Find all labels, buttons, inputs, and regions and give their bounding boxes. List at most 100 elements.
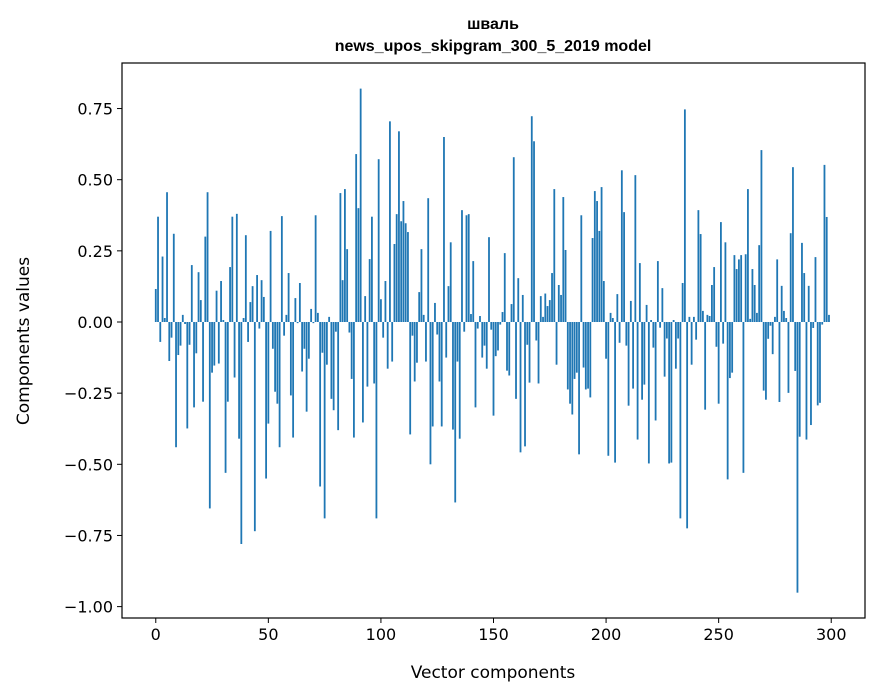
bar-220 — [650, 320, 653, 322]
bar-54 — [276, 322, 279, 404]
bar-45 — [256, 275, 258, 322]
bar-240 — [695, 322, 698, 340]
bar-46 — [258, 322, 261, 329]
bar-33 — [229, 267, 231, 322]
bar-0 — [154, 288, 157, 322]
bar-30 — [222, 320, 225, 322]
bar-20 — [199, 300, 202, 322]
bar-264 — [749, 318, 752, 322]
bar-135 — [458, 322, 461, 439]
bar-200 — [605, 322, 607, 359]
y-tick-label: 0.75 — [77, 100, 113, 119]
bar-236 — [686, 322, 689, 529]
bar-254 — [726, 322, 729, 480]
bar-62 — [294, 298, 297, 322]
bar-120 — [425, 322, 427, 362]
bar-265 — [751, 269, 754, 322]
bar-124 — [434, 302, 436, 322]
bar-9 — [175, 322, 177, 448]
bar-68 — [307, 322, 310, 359]
bar-119 — [422, 314, 425, 322]
bar-59 — [287, 273, 290, 322]
bar-85 — [346, 249, 349, 322]
bar-147 — [485, 322, 488, 369]
bar-299 — [828, 314, 830, 322]
bar-99 — [377, 159, 380, 322]
y-tick-label: 0.00 — [77, 313, 113, 332]
y-axis: −1.00 −0.75 −0.50 −0.25 0.00 0.25 0.50 0.75 — [64, 100, 122, 617]
bar-253 — [724, 242, 727, 322]
bar-131 — [449, 242, 452, 322]
bar-250 — [717, 322, 720, 404]
bar-154 — [501, 312, 504, 322]
bar-48 — [262, 296, 265, 322]
bar-93 — [364, 296, 367, 322]
bar-61 — [292, 322, 295, 438]
bar-206 — [618, 322, 621, 343]
bar-183 — [566, 322, 569, 390]
bar-50 — [267, 322, 270, 424]
bar-14 — [186, 322, 189, 429]
bar-49 — [265, 322, 267, 479]
bar-195 — [593, 191, 596, 322]
bar-77 — [328, 316, 331, 322]
bar-187 — [575, 322, 578, 373]
bar-92 — [362, 322, 364, 423]
bar-16 — [190, 265, 193, 322]
bar-275 — [774, 316, 776, 322]
bar-115 — [413, 322, 416, 382]
bar-153 — [499, 322, 502, 325]
bar-193 — [589, 322, 592, 398]
bar-66 — [303, 322, 306, 349]
x-axis: 0 50 100 150 200 250 300 — [151, 618, 847, 644]
bar-273 — [769, 322, 772, 326]
bar-145 — [481, 322, 484, 358]
bar-228 — [668, 322, 671, 464]
bar-7 — [170, 322, 173, 338]
bar-58 — [285, 314, 288, 322]
bar-227 — [665, 322, 668, 339]
bar-180 — [560, 294, 562, 322]
x-axis-label: Vector components — [411, 663, 576, 683]
bar-233 — [679, 322, 682, 519]
bar-1 — [157, 216, 159, 322]
bar-204 — [614, 322, 616, 463]
bar-161 — [517, 278, 520, 322]
bar-113 — [409, 322, 412, 435]
bar-53 — [274, 322, 277, 392]
bars-group — [154, 88, 830, 593]
bar-258 — [735, 269, 738, 322]
bar-109 — [400, 221, 403, 322]
bar-266 — [753, 285, 756, 322]
bar-83 — [341, 280, 344, 322]
bar-176 — [551, 273, 553, 322]
bar-174 — [546, 306, 549, 322]
bar-231 — [674, 322, 677, 369]
bar-239 — [692, 316, 695, 322]
bar-251 — [720, 222, 722, 322]
bar-18 — [195, 322, 198, 354]
bar-261 — [742, 322, 745, 473]
x-tick-label: 250 — [703, 625, 734, 644]
bar-164 — [524, 322, 526, 447]
bar-290 — [807, 285, 810, 322]
bar-74 — [321, 322, 324, 353]
bar-269 — [760, 150, 763, 322]
bar-215 — [638, 263, 641, 322]
bar-194 — [591, 238, 594, 322]
bar-259 — [738, 259, 740, 322]
bar-197 — [598, 230, 601, 322]
bar-222 — [654, 322, 657, 421]
bar-71 — [314, 215, 317, 322]
bar-293 — [814, 257, 817, 322]
bar-163 — [521, 294, 524, 322]
bar-110 — [402, 201, 405, 322]
bar-152 — [497, 322, 499, 351]
bar-107 — [395, 214, 398, 322]
bar-252 — [722, 322, 725, 344]
bar-117 — [418, 292, 421, 322]
bar-112 — [407, 232, 409, 322]
bar-298 — [825, 216, 828, 322]
bar-34 — [231, 216, 234, 322]
bar-123 — [431, 322, 434, 427]
